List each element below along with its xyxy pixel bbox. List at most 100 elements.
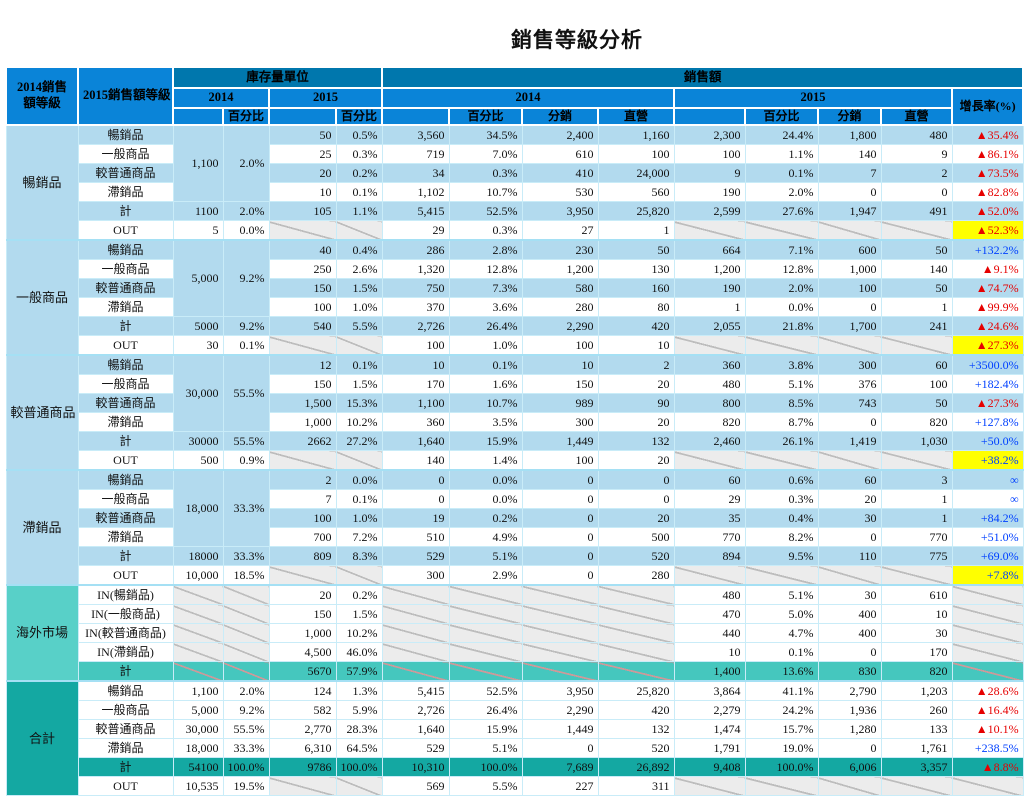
row-label: 滯銷品: [77, 182, 174, 202]
data-cell: 105: [268, 201, 337, 221]
data-cell: 52.5%: [448, 680, 523, 701]
data-cell: 27.2%: [335, 431, 383, 451]
data-cell: 100: [521, 450, 599, 471]
data-cell: 30: [172, 335, 224, 356]
data-cell: 9.5%: [744, 546, 819, 566]
data-cell: 770: [880, 527, 953, 547]
growth-cell: ▲52.0%: [951, 201, 1024, 221]
data-cell: [222, 604, 270, 624]
data-cell: [597, 642, 675, 662]
growth-cell: +7.8%: [951, 565, 1024, 586]
data-cell: 800: [673, 393, 746, 413]
row-label: IN(較普通商品): [77, 623, 174, 643]
data-cell: 280: [597, 565, 675, 586]
data-cell: 1,449: [521, 431, 599, 451]
data-cell: 500: [597, 527, 675, 547]
data-cell: 360: [673, 354, 746, 375]
growth-cell: [951, 623, 1024, 643]
data-cell: 0: [817, 642, 882, 662]
data-cell: 410: [521, 163, 599, 183]
data-cell: [268, 220, 337, 241]
data-cell: 1: [880, 489, 953, 509]
data-cell: 55.5%: [222, 431, 270, 451]
data-cell: [597, 584, 675, 605]
data-cell: [817, 450, 882, 471]
data-cell: 0.4%: [335, 239, 383, 260]
data-cell: 100: [268, 297, 337, 317]
header-percent: 百分比: [744, 107, 820, 126]
data-cell: 10,535: [172, 776, 224, 796]
growth-cell: ▲52.3%: [951, 220, 1024, 241]
data-cell: 10: [880, 604, 953, 624]
data-cell: 2,770: [268, 719, 337, 739]
data-cell: 360: [381, 412, 450, 432]
data-cell: 470: [673, 604, 746, 624]
data-cell: 9: [673, 163, 746, 183]
data-cell: [268, 450, 337, 471]
data-cell: 0.3%: [448, 163, 523, 183]
row-label: 較普通商品: [77, 393, 174, 413]
data-cell: 140: [880, 259, 953, 279]
group-label: 較普通商品: [5, 354, 79, 471]
data-cell: 10.2%: [335, 412, 383, 432]
data-cell: 10: [268, 182, 337, 202]
data-cell: 530: [521, 182, 599, 202]
data-cell: 24.4%: [744, 124, 819, 145]
growth-cell: +50.0%: [951, 431, 1024, 451]
data-cell: 1.4%: [448, 450, 523, 471]
data-cell: 100.0%: [448, 757, 523, 777]
data-cell: 30: [880, 623, 953, 643]
data-cell: [673, 565, 746, 586]
header-inventory-units: 庫存量單位: [171, 66, 384, 89]
data-cell: 0.1%: [335, 489, 383, 509]
data-cell: 150: [268, 604, 337, 624]
data-cell: 50: [880, 278, 953, 298]
data-cell: 21.8%: [744, 316, 819, 336]
data-cell: 820: [880, 661, 953, 682]
data-cell: [268, 776, 337, 796]
data-cell: 7.1%: [744, 239, 819, 260]
group-label: 海外市場: [5, 584, 79, 682]
row-label: IN(暢銷品): [77, 584, 174, 605]
row-label: 暢銷品: [77, 354, 174, 375]
data-cell: 3,864: [673, 680, 746, 701]
data-cell: 2.8%: [448, 239, 523, 260]
data-cell: 0: [597, 489, 675, 509]
data-cell: 100: [597, 144, 675, 164]
data-cell: 1,419: [817, 431, 882, 451]
row-label: OUT: [77, 450, 174, 471]
data-cell: 1: [880, 508, 953, 528]
data-cell: 54100: [172, 757, 224, 777]
data-cell: 29: [673, 489, 746, 509]
growth-cell: ▲8.8%: [951, 757, 1024, 777]
data-cell: 5670: [268, 661, 337, 682]
row-label: IN(滯銷品): [77, 642, 174, 662]
data-cell: 10,310: [381, 757, 450, 777]
data-cell: 8.7%: [744, 412, 819, 432]
data-cell: [521, 604, 599, 624]
row-label: 計: [77, 661, 174, 682]
data-cell: 560: [597, 182, 675, 202]
data-cell: 9.2%: [222, 316, 270, 336]
data-cell: 4,500: [268, 642, 337, 662]
data-cell: 5000: [172, 316, 224, 336]
data-cell: 33.3%: [222, 738, 270, 758]
data-cell: 1,160: [597, 124, 675, 145]
page-title: 銷售等級分析: [511, 28, 643, 52]
data-cell: 3,357: [880, 757, 953, 777]
inventory-2014-merged-cell: 1,100: [172, 124, 224, 202]
data-cell: 100: [381, 335, 450, 356]
data-cell: 1,030: [880, 431, 953, 451]
data-cell: [673, 450, 746, 471]
table-body: 暢銷品 暢銷品 1,100 2.0% 50 0.5% 3,560 34.5% 2,400 1,16…: [5, 124, 1024, 796]
data-cell: 0.1%: [335, 354, 383, 375]
group-label: 一般商品: [5, 239, 79, 356]
inventory-2014-merged-cell: 18,000: [172, 469, 224, 547]
data-cell: 57.9%: [335, 661, 383, 682]
header-percent: 百分比: [448, 107, 524, 126]
data-cell: 230: [521, 239, 599, 260]
data-cell: 20: [597, 412, 675, 432]
data-cell: 80: [597, 297, 675, 317]
data-cell: 50: [597, 239, 675, 260]
growth-cell: ▲28.6%: [951, 680, 1024, 701]
